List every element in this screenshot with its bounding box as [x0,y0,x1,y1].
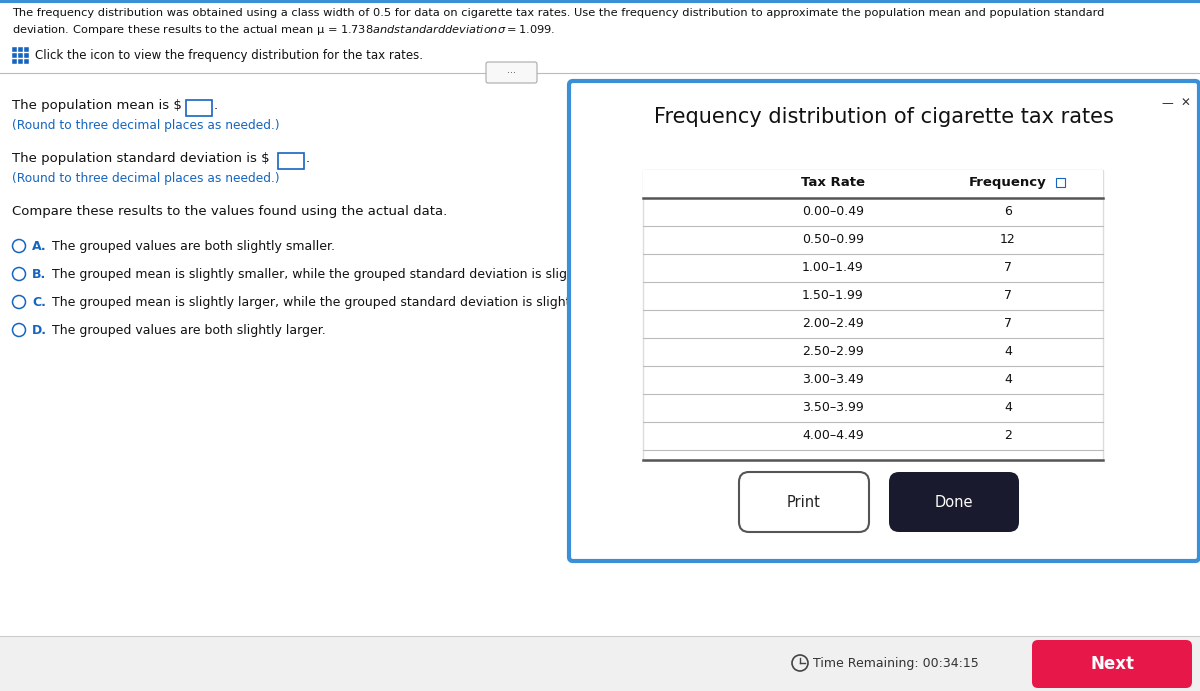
Text: 4: 4 [1004,401,1012,414]
Text: 3.50–3.99: 3.50–3.99 [802,401,864,414]
Text: The grouped values are both slightly smaller.: The grouped values are both slightly sma… [52,240,335,253]
Text: The grouped values are both slightly larger.: The grouped values are both slightly lar… [52,324,325,337]
Text: 4: 4 [1004,373,1012,386]
Text: (Round to three decimal places as needed.): (Round to three decimal places as needed… [12,172,280,185]
Bar [24,47,29,52]
Text: The grouped mean is slightly larger, while the grouped standard deviation is sli: The grouped mean is slightly larger, whi… [52,296,635,309]
Text: ✕: ✕ [1180,97,1190,110]
Text: The frequency distribution was obtained using a class width of 0.5 for data on c: The frequency distribution was obtained … [12,8,1104,18]
Text: 6: 6 [1004,205,1012,218]
Text: deviation. Compare these results to the actual mean μ = $1.738 and standard devi: deviation. Compare these results to the … [12,23,556,37]
Text: Compare these results to the values found using the actual data.: Compare these results to the values foun… [12,205,448,218]
Text: 7: 7 [1004,261,1012,274]
Text: 0.50–0.99: 0.50–0.99 [802,233,864,246]
Text: 1.00–1.49: 1.00–1.49 [802,261,864,274]
Text: Done: Done [935,495,973,509]
Text: 4.00–4.49: 4.00–4.49 [802,429,864,442]
Text: 4: 4 [1004,345,1012,358]
Bar [18,59,23,64]
Text: .: . [306,152,310,165]
Text: D.: D. [32,324,47,337]
Bar [643,170,1103,198]
Bar [12,47,17,52]
FancyBboxPatch shape [278,153,304,169]
Text: 2.00–2.49: 2.00–2.49 [802,317,864,330]
Text: 2.50–2.99: 2.50–2.99 [802,345,864,358]
FancyBboxPatch shape [739,472,869,532]
Text: B.: B. [32,268,47,281]
Bar [12,59,17,64]
Text: 0.00–0.49: 0.00–0.49 [802,205,864,218]
Text: 2: 2 [1004,429,1012,442]
Text: .: . [214,99,218,112]
Text: Frequency distribution of cigarette tax rates: Frequency distribution of cigarette tax … [654,107,1114,127]
Text: Print: Print [787,495,821,509]
Bar [18,53,23,57]
Text: Frequency: Frequency [970,176,1046,189]
Text: The population mean is $: The population mean is $ [12,99,182,112]
FancyBboxPatch shape [186,100,212,116]
FancyBboxPatch shape [643,170,1103,460]
Text: C.: C. [32,296,46,309]
Text: 7: 7 [1004,289,1012,302]
Text: Click the icon to view the frequency distribution for the tax rates.: Click the icon to view the frequency dis… [35,49,424,62]
Text: 7: 7 [1004,317,1012,330]
Bar [0,636,1200,691]
Text: 3.00–3.49: 3.00–3.49 [802,373,864,386]
Text: Time Remaining: 00:34:15: Time Remaining: 00:34:15 [814,656,979,670]
Bar [12,53,17,57]
FancyBboxPatch shape [889,472,1019,532]
Text: Tax Rate: Tax Rate [802,176,865,189]
Text: (Round to three decimal places as needed.): (Round to three decimal places as needed… [12,119,280,132]
FancyBboxPatch shape [486,62,538,83]
Text: 1.50–1.99: 1.50–1.99 [802,289,864,302]
Bar [24,59,29,64]
FancyBboxPatch shape [1032,640,1192,688]
Bar [24,53,29,57]
Text: ···: ··· [506,68,516,79]
Text: The grouped mean is slightly smaller, while the grouped standard deviation is sl: The grouped mean is slightly smaller, wh… [52,268,635,281]
FancyBboxPatch shape [1056,178,1066,187]
Text: A.: A. [32,240,47,253]
Text: 12: 12 [1000,233,1016,246]
Text: Next: Next [1090,655,1134,673]
Bar [18,47,23,52]
FancyBboxPatch shape [569,81,1199,561]
Text: The population standard deviation is $: The population standard deviation is $ [12,152,270,165]
Text: —: — [1162,97,1172,110]
